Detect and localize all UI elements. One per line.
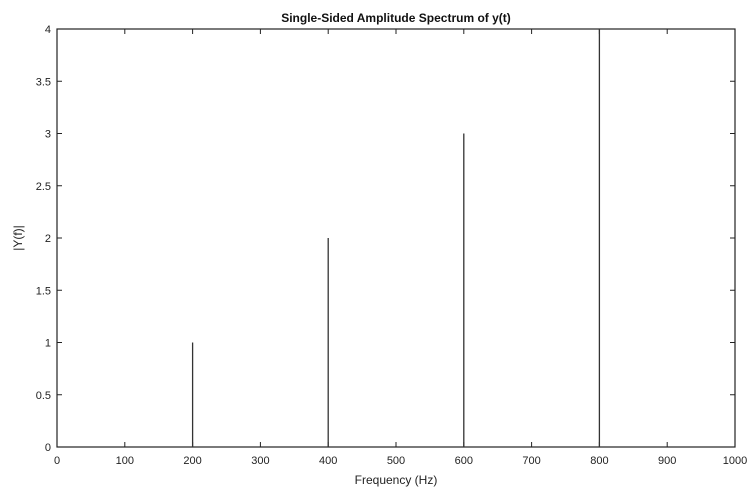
- y-axis: 0 0.5 1 1.5 2 2.5 3 3.5 4: [36, 24, 735, 454]
- x-tick-label: 1000: [723, 455, 747, 467]
- y-axis-title: |Y(f)|: [11, 225, 25, 251]
- x-axis-title: Frequency (Hz): [355, 473, 438, 487]
- plot-frame: [56, 28, 736, 448]
- y-tick-label: 2.5: [36, 181, 51, 193]
- x-tick-label: 0: [54, 455, 60, 467]
- y-tick-label: 4: [45, 24, 51, 36]
- x-tick-label: 100: [116, 455, 134, 467]
- x-tick-label: 900: [658, 455, 676, 467]
- y-tick-label: 0: [45, 442, 51, 454]
- x-tick-label: 300: [251, 455, 269, 467]
- chart-title: Single-Sided Amplitude Spectrum of y(t): [281, 11, 511, 25]
- y-tick-label: 3: [45, 129, 51, 141]
- x-tick-label: 400: [319, 455, 337, 467]
- x-tick-label: 500: [387, 455, 405, 467]
- x-axis: 0 100 200 300 400 500 600 700 800 900 1000: [54, 29, 747, 467]
- spectrum-stems: [191, 29, 601, 447]
- x-tick-label: 200: [183, 455, 201, 467]
- y-tick-label: 2: [45, 233, 51, 245]
- y-tick-label: 0.5: [36, 390, 51, 402]
- y-tick-label: 1.5: [36, 285, 51, 297]
- x-tick-label: 600: [455, 455, 473, 467]
- x-tick-label: 700: [522, 455, 540, 467]
- x-tick-label: 800: [590, 455, 608, 467]
- y-tick-label: 3.5: [36, 76, 51, 88]
- y-tick-label: 1: [45, 338, 51, 350]
